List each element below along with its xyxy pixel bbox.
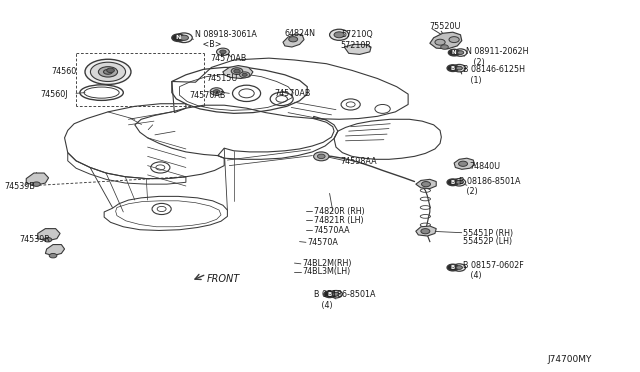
Text: 57210Q: 57210Q	[342, 30, 374, 39]
Circle shape	[213, 90, 220, 93]
Circle shape	[454, 49, 467, 56]
Text: 74560: 74560	[52, 67, 77, 76]
Circle shape	[459, 161, 467, 166]
Circle shape	[447, 264, 459, 271]
Circle shape	[33, 182, 40, 186]
Ellipse shape	[90, 62, 125, 81]
Text: 74840U: 74840U	[469, 162, 500, 171]
Text: 75520U: 75520U	[430, 22, 461, 31]
Polygon shape	[344, 44, 371, 54]
Circle shape	[453, 264, 466, 271]
Text: 74570AA: 74570AA	[314, 226, 350, 235]
Circle shape	[317, 154, 325, 158]
Circle shape	[449, 49, 460, 56]
Circle shape	[333, 292, 339, 296]
Text: B: B	[451, 265, 455, 270]
Text: 74570AB: 74570AB	[189, 91, 226, 100]
Text: FRONT: FRONT	[206, 275, 239, 284]
Text: 64824N: 64824N	[285, 29, 316, 38]
Text: 74821R (LH): 74821R (LH)	[314, 216, 364, 225]
Text: B: B	[451, 180, 455, 185]
Ellipse shape	[85, 59, 131, 84]
Circle shape	[422, 182, 431, 187]
Polygon shape	[45, 244, 65, 256]
Circle shape	[441, 45, 449, 49]
Circle shape	[447, 65, 459, 71]
Circle shape	[242, 73, 247, 76]
Ellipse shape	[99, 67, 118, 77]
Polygon shape	[416, 226, 436, 236]
Circle shape	[44, 237, 52, 242]
Polygon shape	[38, 229, 60, 241]
Text: N 08911-2062H
   (2): N 08911-2062H (2)	[466, 47, 528, 67]
Circle shape	[172, 34, 184, 41]
Circle shape	[234, 69, 240, 73]
Text: 74820R (RH): 74820R (RH)	[314, 207, 364, 216]
Circle shape	[421, 229, 430, 234]
Polygon shape	[283, 34, 304, 47]
Circle shape	[458, 51, 464, 54]
Text: B: B	[328, 292, 332, 297]
Circle shape	[334, 32, 344, 38]
Polygon shape	[416, 179, 436, 189]
Ellipse shape	[104, 70, 113, 74]
Text: N: N	[175, 35, 181, 40]
Circle shape	[330, 291, 342, 298]
Text: 74560J: 74560J	[40, 90, 68, 99]
Text: 74570AB: 74570AB	[274, 89, 310, 98]
Circle shape	[220, 50, 226, 54]
Text: 74BL3M(LH): 74BL3M(LH)	[302, 267, 350, 276]
Text: B 08186-8501A
   (4): B 08186-8501A (4)	[314, 291, 375, 310]
Circle shape	[231, 68, 243, 74]
Circle shape	[49, 253, 57, 258]
Circle shape	[179, 35, 188, 40]
Circle shape	[314, 152, 329, 161]
Circle shape	[447, 179, 459, 186]
Text: B 08186-8501A
   (2): B 08186-8501A (2)	[460, 177, 521, 196]
Text: 74570A: 74570A	[307, 238, 338, 247]
Polygon shape	[26, 173, 49, 185]
Circle shape	[453, 179, 466, 186]
Circle shape	[453, 64, 466, 72]
Circle shape	[324, 291, 335, 298]
Text: 55451P (RH): 55451P (RH)	[463, 229, 513, 238]
Text: N: N	[452, 50, 456, 55]
Text: 74515U: 74515U	[206, 74, 237, 83]
Text: B: B	[451, 65, 455, 71]
Text: 74BL2M(RH): 74BL2M(RH)	[302, 259, 351, 268]
Text: 74539R: 74539R	[20, 235, 51, 244]
Circle shape	[210, 88, 223, 95]
Text: J74700MY: J74700MY	[547, 355, 592, 364]
Text: 55452P (LH): 55452P (LH)	[463, 237, 512, 246]
Text: N 08918-3061A
   <B>: N 08918-3061A <B>	[195, 30, 257, 49]
Text: 57210R: 57210R	[340, 41, 371, 51]
Polygon shape	[430, 32, 462, 49]
Circle shape	[289, 37, 298, 42]
Circle shape	[216, 48, 229, 55]
Text: B 08157-0602F
   (4): B 08157-0602F (4)	[463, 261, 524, 280]
Circle shape	[449, 37, 460, 42]
Text: B 08146-6125H
   (1): B 08146-6125H (1)	[463, 65, 525, 84]
Circle shape	[435, 39, 445, 45]
Text: 74598AA: 74598AA	[340, 157, 377, 166]
Circle shape	[456, 266, 463, 269]
Polygon shape	[223, 65, 253, 78]
Circle shape	[175, 33, 192, 42]
Polygon shape	[454, 158, 474, 169]
Text: 74539B: 74539B	[4, 182, 35, 190]
Circle shape	[239, 72, 250, 78]
Circle shape	[456, 66, 463, 70]
Circle shape	[456, 180, 463, 184]
Circle shape	[330, 29, 349, 40]
Text: 74570AB: 74570AB	[210, 54, 246, 62]
Circle shape	[107, 68, 115, 73]
